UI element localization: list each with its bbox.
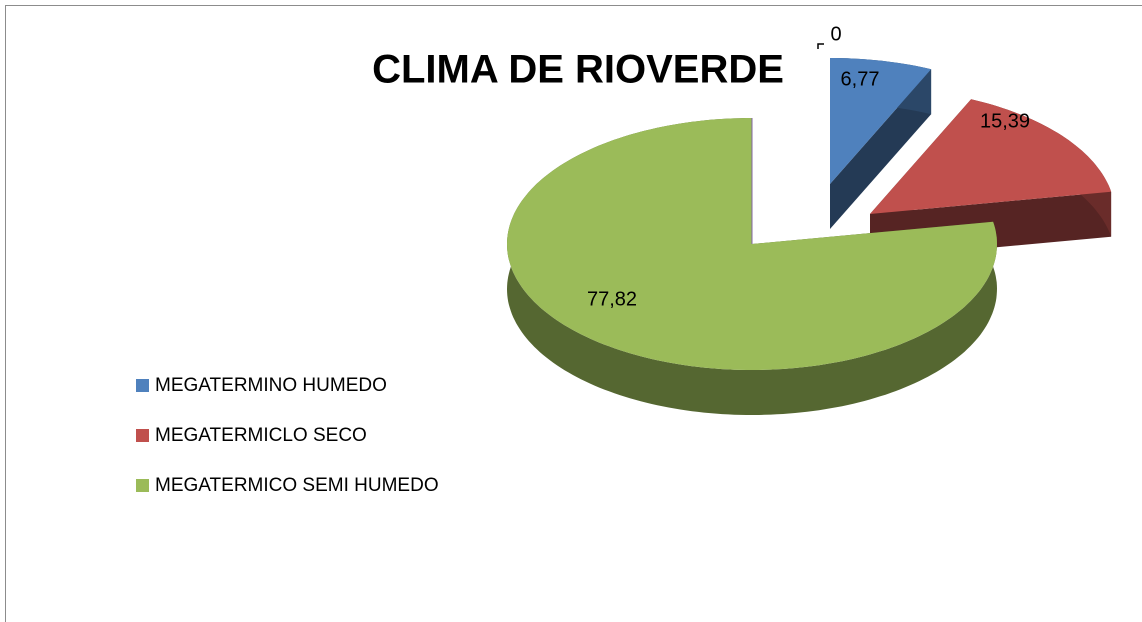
data-label: 0: [830, 23, 841, 45]
leader-line: [817, 43, 824, 49]
legend-swatch: [136, 429, 149, 442]
legend-swatch: [136, 479, 149, 492]
legend-swatch: [136, 379, 149, 392]
slice: [830, 58, 932, 184]
legend-label: MEGATERMINO HUMEDO: [155, 375, 387, 396]
chart-title: CLIMA DE RIOVERDE: [372, 48, 784, 92]
data-label: 15,39: [980, 110, 1030, 132]
data-label: 6,77: [841, 68, 880, 90]
legend-label: MEGATERMICLO SECO: [155, 425, 367, 446]
slice: [870, 99, 1112, 214]
legend-label: MEGATERMICO SEMI HUMEDO: [155, 475, 439, 496]
data-label: 77,82: [587, 288, 637, 310]
